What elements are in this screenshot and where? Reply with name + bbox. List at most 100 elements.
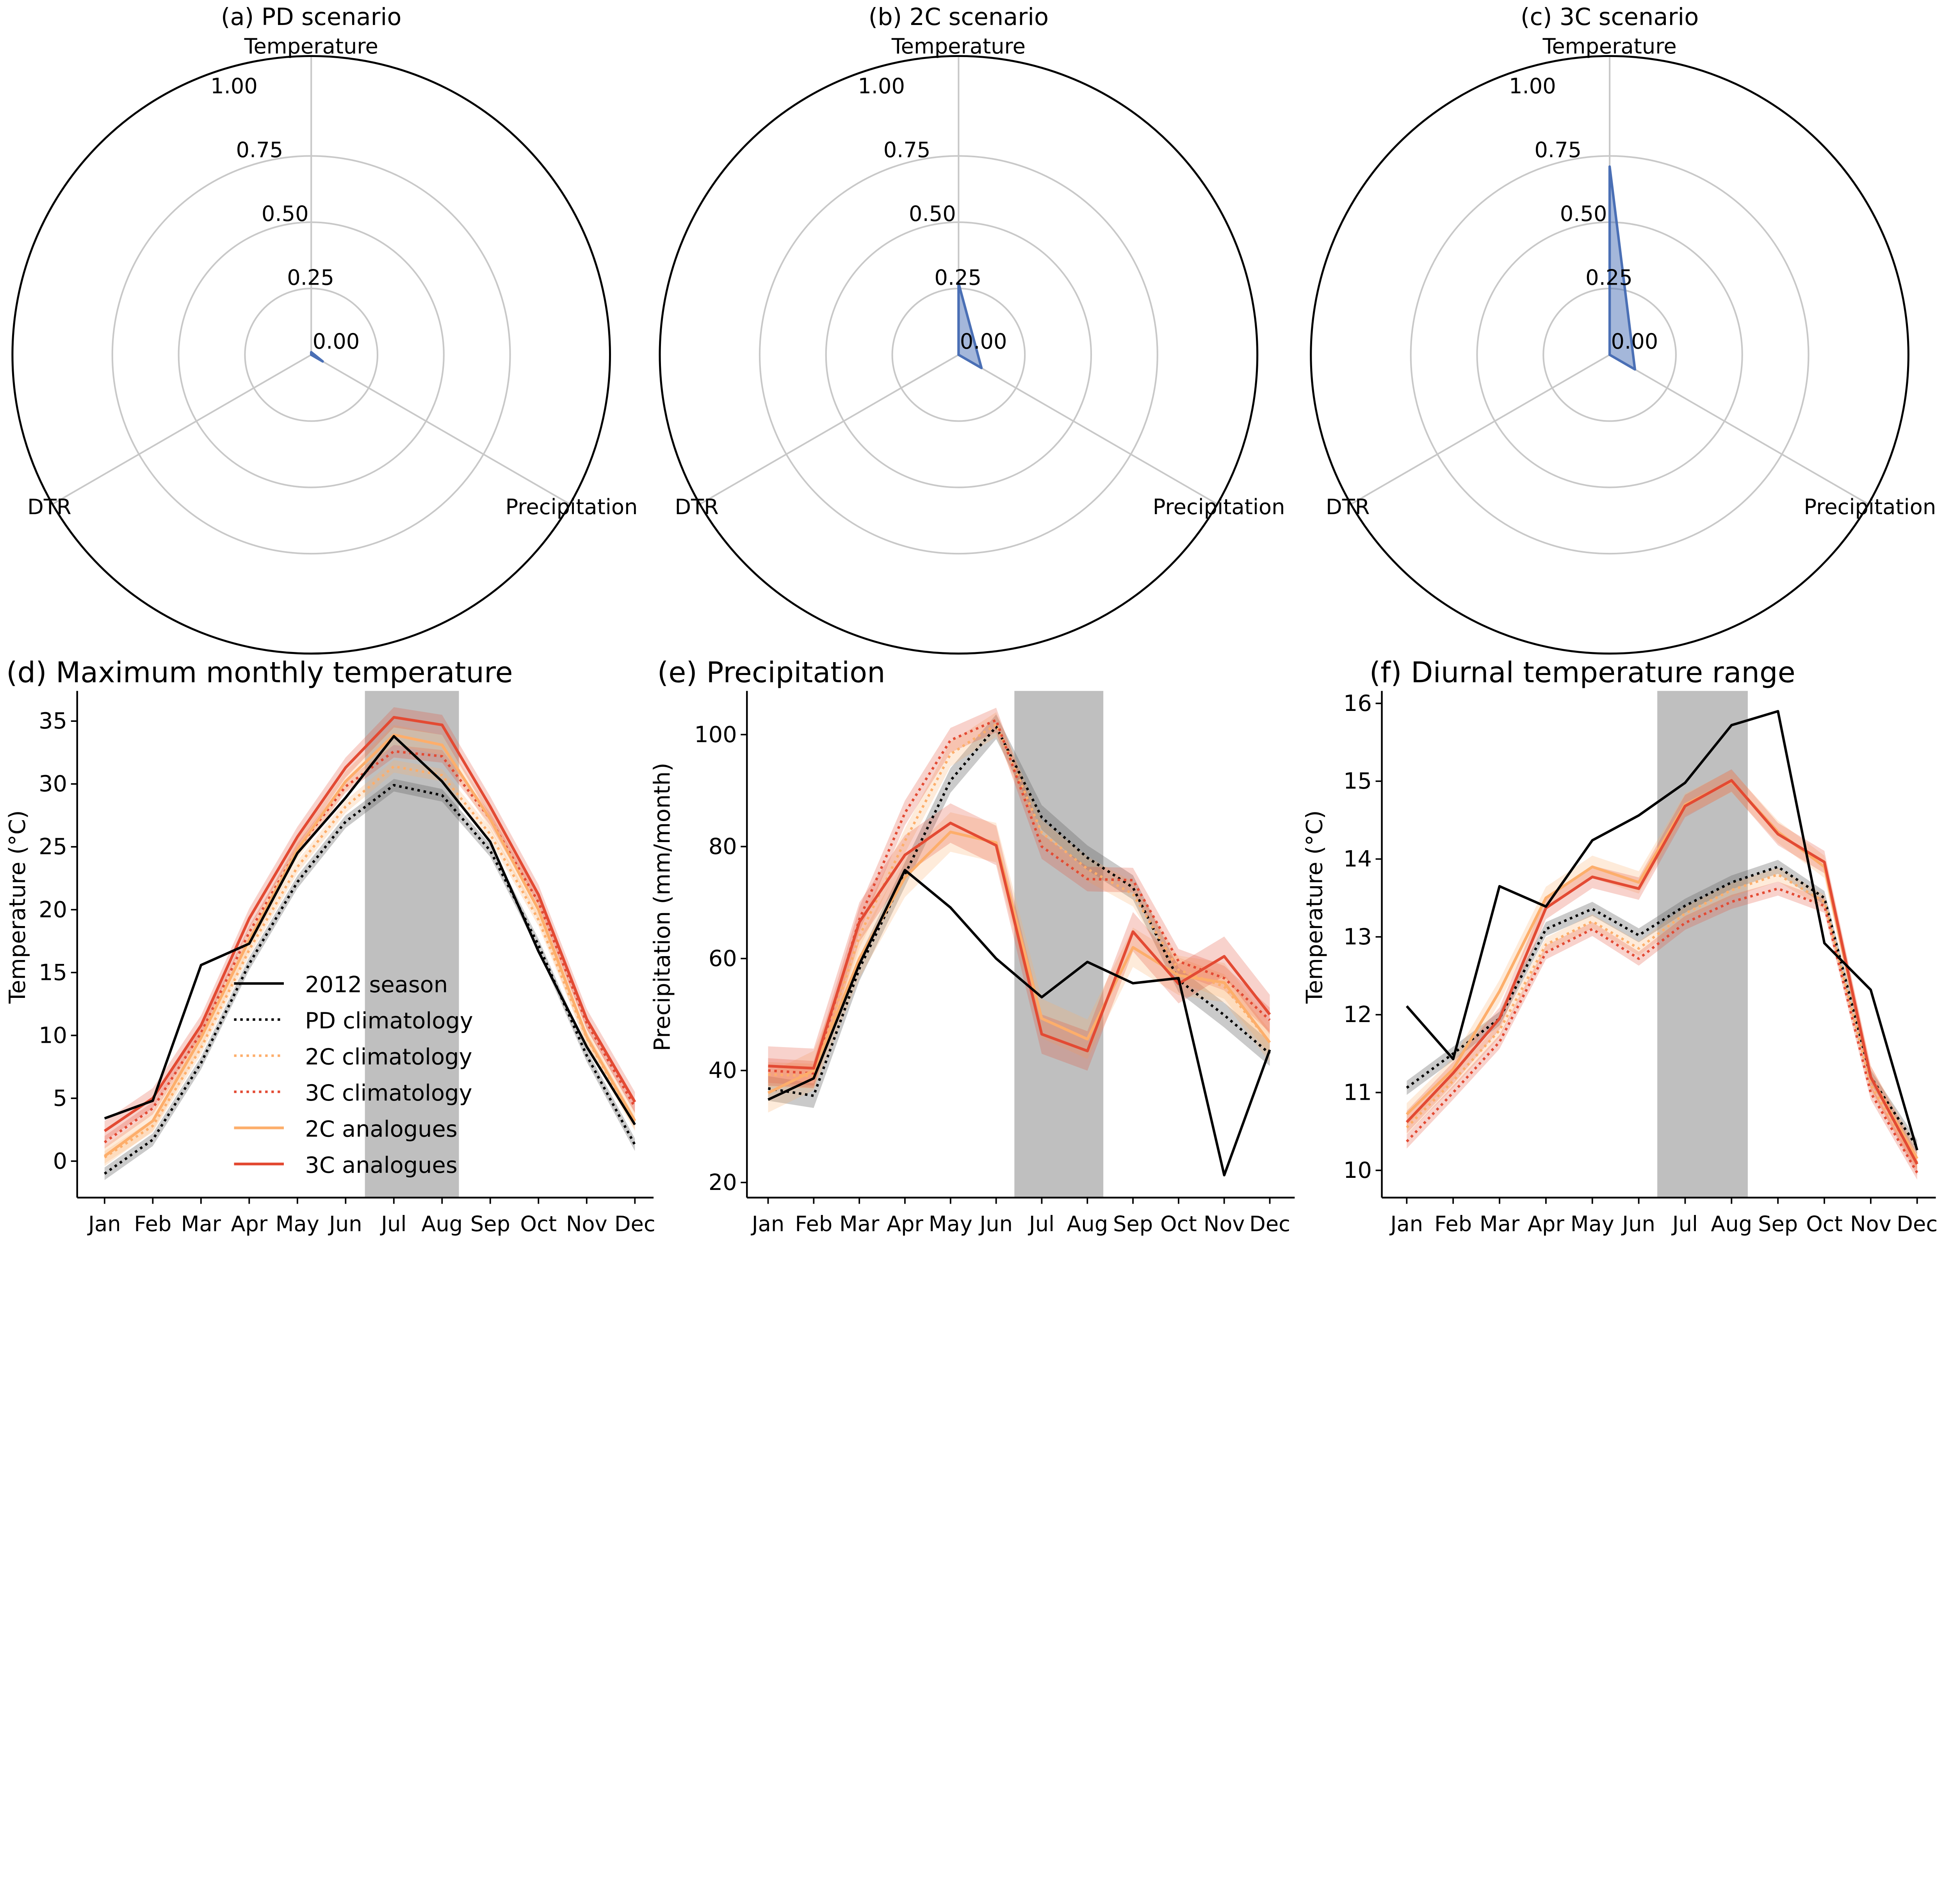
y-tick-label: 10 — [1343, 1157, 1372, 1183]
legend-label: 2012 season — [305, 971, 448, 997]
y-tick-label: 60 — [709, 945, 737, 971]
y-tick-label: 20 — [709, 1169, 737, 1195]
x-tick-label: Feb — [1434, 1212, 1472, 1236]
radar-chart-2: (c) 3C scenario 0.00 0.25 0.50 0.75 1.00 Tempe… — [1310, 4, 1936, 655]
series-line-pd-climatology — [768, 725, 1271, 1097]
uncertainty-band-2 — [104, 760, 635, 1164]
radar-tick-label: 0.50 — [262, 201, 309, 226]
uncertainty-band-1 — [104, 779, 635, 1180]
series-line-2012-season — [768, 869, 1271, 1177]
legend-label: PD climatology — [305, 1008, 473, 1034]
y-tick-label: 11 — [1343, 1079, 1372, 1106]
uncertainty-band-5 — [768, 803, 1270, 1088]
radar-axis-label-temperature: Temperature — [1542, 34, 1676, 59]
highlight-band-jul-aug — [1657, 691, 1748, 1198]
radar-axis-label-dtr: DTR — [1326, 495, 1370, 519]
series-line-3c-climatology — [1405, 887, 1918, 1174]
x-tick-label: Sep — [1113, 1212, 1153, 1236]
series-line-pd-climatology — [104, 784, 636, 1175]
radar-spoke — [1609, 354, 1869, 505]
radar-chart-0: (a) PD scenario 0.00 0.25 0.50 0.75 1.00 Tempe… — [11, 4, 638, 655]
x-tick-label: May — [1571, 1212, 1614, 1236]
radar-title: (c) 3C scenario — [1521, 4, 1699, 31]
series-line-2c-climatology — [104, 765, 636, 1159]
x-tick-label: Jul — [1671, 1212, 1698, 1236]
series-line-3c-analogues — [1405, 779, 1918, 1165]
y-axis-label: Temperature (°C) — [1301, 810, 1327, 1004]
y-tick-label: 15 — [1343, 768, 1372, 794]
radar-title: (a) PD scenario — [221, 4, 402, 31]
radar-outer-spine — [11, 55, 611, 655]
line-chart-1: 20 40 60 80 100 Jan Feb Mar Apr May Jun Jul Aug Sep Oc… — [649, 656, 1295, 1236]
radar-tick-label: 1.00 — [858, 74, 905, 98]
radar-tick-label: 0.00 — [1611, 329, 1658, 354]
y-tick-label: 13 — [1343, 924, 1372, 950]
y-tick-label: 100 — [694, 721, 737, 748]
chart-title: (e) Precipitation — [657, 656, 885, 689]
uncertainty-band-3 — [104, 745, 635, 1149]
series-line-2c-analogues — [767, 830, 1271, 1094]
x-tick-label: Sep — [1758, 1212, 1798, 1236]
radar-outer-spine — [659, 55, 1259, 655]
y-tick-label: 10 — [39, 1022, 67, 1048]
y-tick-label: 14 — [1343, 846, 1372, 872]
series-line-3c-analogues — [103, 716, 636, 1132]
x-tick-label: Jul — [380, 1212, 406, 1236]
series-line-2012-season — [1405, 710, 1918, 1151]
x-tick-label: Dec — [1249, 1212, 1290, 1236]
chart-title: (f) Diurnal temperature range — [1370, 656, 1795, 689]
radar-spoke — [699, 354, 959, 505]
radar-value-polygon — [310, 351, 324, 363]
chart-title: (d) Maximum monthly temperature — [6, 656, 513, 689]
x-tick-label: Sep — [470, 1212, 510, 1236]
radar-tick-label: 0.00 — [960, 329, 1007, 354]
series-line-pd-climatology — [1406, 866, 1918, 1148]
radar-tick-label: 0.25 — [287, 265, 334, 290]
x-tick-label: Oct — [520, 1212, 557, 1236]
x-tick-label: Apr — [1528, 1212, 1564, 1236]
radar-tick-label: 0.00 — [313, 329, 360, 354]
line-chart-0: 0 5 10 15 20 25 30 35 Jan Feb Mar Apr May Jun Jul Aug Se… — [4, 656, 655, 1236]
y-tick-label: 30 — [39, 771, 67, 797]
uncertainty-band-5 — [104, 707, 635, 1141]
uncertainty-band-5 — [1407, 769, 1917, 1176]
x-tick-label: Dec — [1897, 1212, 1938, 1236]
x-tick-label: Jan — [751, 1212, 785, 1236]
x-tick-label: Oct — [1806, 1212, 1843, 1236]
series-line-3c-analogues — [768, 821, 1271, 1070]
x-tick-label: Jun — [328, 1212, 362, 1236]
radar-tick-label: 1.00 — [210, 74, 258, 98]
y-axis-label: Precipitation (mm/month) — [649, 763, 675, 1051]
y-tick-label: 12 — [1343, 1001, 1372, 1028]
radar-tick-label: 0.75 — [1534, 138, 1582, 162]
x-tick-label: Apr — [231, 1212, 267, 1236]
uncertainty-band-2 — [1407, 867, 1917, 1170]
x-tick-label: Mar — [839, 1212, 880, 1236]
radar-axis-label-temperature: Temperature — [244, 34, 378, 59]
x-tick-label: Mar — [1480, 1212, 1520, 1236]
y-tick-label: 20 — [39, 896, 67, 923]
uncertainty-band-1 — [1407, 860, 1917, 1154]
x-tick-label: Apr — [887, 1212, 923, 1236]
highlight-band-jul-aug — [1014, 691, 1104, 1198]
radar-value-polygon — [1608, 165, 1636, 371]
x-tick-label: Feb — [134, 1212, 171, 1236]
y-axis-label: Temperature (°C) — [4, 810, 30, 1004]
y-tick-label: 0 — [53, 1148, 68, 1174]
radar-axis-label-precipitation: Precipitation — [1153, 495, 1285, 519]
legend-label: 3C analogues — [305, 1152, 458, 1178]
y-tick-label: 15 — [39, 959, 67, 985]
y-tick-label: 5 — [53, 1085, 68, 1111]
uncertainty-band-3 — [1407, 882, 1917, 1180]
radar-spoke — [958, 354, 1218, 505]
x-tick-label: Jan — [1389, 1212, 1423, 1236]
x-tick-label: May — [276, 1212, 319, 1236]
x-tick-label: Nov — [566, 1212, 607, 1236]
radar-title: (b) 2C scenario — [869, 4, 1049, 31]
radar-outer-spine — [1310, 55, 1909, 655]
radar-value-polygon — [957, 282, 983, 369]
series-line-3c-climatology — [768, 719, 1271, 1075]
y-tick-label: 35 — [39, 708, 67, 734]
legend-label: 2C analogues — [305, 1116, 458, 1142]
legend-label: 3C climatology — [305, 1080, 472, 1106]
